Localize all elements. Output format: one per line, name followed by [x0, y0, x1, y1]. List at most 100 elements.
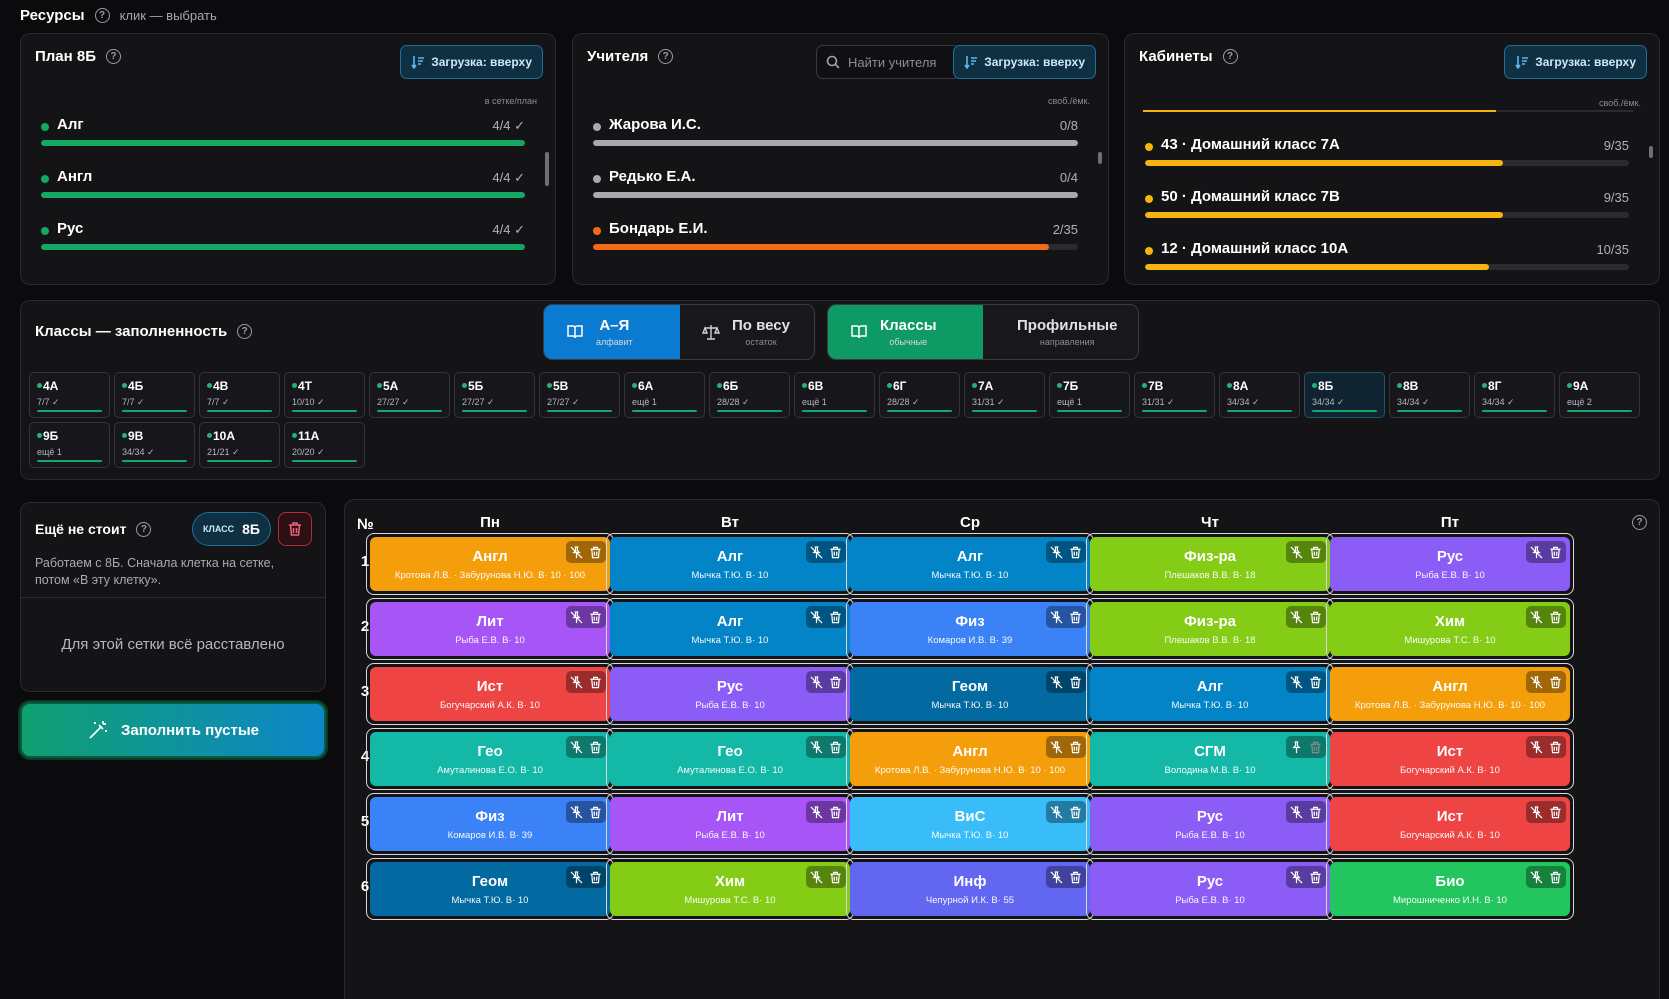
lesson-cell[interactable]: Алг Мычка Т.Ю. В· 10	[1086, 663, 1334, 725]
trash-icon[interactable]	[829, 546, 842, 559]
class-card[interactable]: 9В 34/34 ✓	[114, 422, 195, 468]
class-card[interactable]: 8В 34/34 ✓	[1389, 372, 1470, 418]
lesson-cell[interactable]: Рус Рыба Е.В. В· 10	[606, 663, 854, 725]
sort-alpha-option[interactable]: А–Я алфавит	[544, 305, 680, 359]
help-icon[interactable]: ?	[136, 521, 152, 537]
trash-icon[interactable]	[1309, 676, 1322, 689]
unpin-icon[interactable]	[1530, 610, 1543, 624]
unpin-icon[interactable]	[1050, 870, 1063, 884]
trash-icon[interactable]	[1309, 871, 1322, 884]
lesson-cell[interactable]: Физ Комаров И.В. В· 39	[366, 793, 614, 855]
trash-icon[interactable]	[589, 806, 602, 819]
plan-scrollbar[interactable]	[545, 152, 549, 186]
lesson-cell[interactable]: Алг Мычка Т.Ю. В· 10	[846, 533, 1094, 595]
lesson-cell[interactable]: Физ Комаров И.В. В· 39	[846, 598, 1094, 660]
class-card[interactable]: 7Б ещё 1	[1049, 372, 1130, 418]
unpin-icon[interactable]	[1290, 805, 1303, 819]
unpin-icon[interactable]	[1290, 675, 1303, 689]
unpin-icon[interactable]	[810, 675, 823, 689]
trash-icon[interactable]	[1069, 546, 1082, 559]
unpin-icon[interactable]	[1050, 545, 1063, 559]
lesson-cell[interactable]: Геом Мычка Т.Ю. В· 10	[846, 663, 1094, 725]
lesson-card[interactable]: Алг Мычка Т.Ю. В· 10	[1090, 667, 1330, 721]
lesson-card[interactable]: Рус Рыба Е.В. В· 10	[1330, 537, 1570, 591]
unpin-icon[interactable]	[1530, 805, 1543, 819]
class-card[interactable]: 5Б 27/27 ✓	[454, 372, 535, 418]
trash-icon[interactable]	[589, 611, 602, 624]
help-icon[interactable]: ?	[658, 49, 674, 64]
trash-icon[interactable]	[1309, 546, 1322, 559]
lesson-card[interactable]: Ист Богучарский А.К. В· 10	[1330, 732, 1570, 786]
class-card[interactable]: 6В ещё 1	[794, 372, 875, 418]
lesson-cell[interactable]: Англ Кротова Л.В. · Забурунова Н.Ю. В· 10…	[366, 533, 614, 595]
lesson-card[interactable]: Физ Комаров И.В. В· 39	[850, 602, 1090, 656]
unpin-icon[interactable]	[1050, 805, 1063, 819]
lesson-card[interactable]: Физ-ра Плешаков В.В. В· 18	[1090, 537, 1330, 591]
help-icon[interactable]: ?	[1632, 515, 1647, 530]
unpin-icon[interactable]	[810, 805, 823, 819]
trash-icon[interactable]	[1309, 611, 1322, 624]
filter-regular-option[interactable]: Классы обычные	[828, 305, 983, 359]
unpin-icon[interactable]	[810, 545, 823, 559]
lesson-card[interactable]: Гео Амуталинова Е.О. В· 10	[370, 732, 610, 786]
unpin-icon[interactable]	[570, 870, 583, 884]
unpin-icon[interactable]	[570, 675, 583, 689]
trash-icon[interactable]	[589, 871, 602, 884]
help-icon[interactable]: ?	[106, 49, 122, 64]
unpin-icon[interactable]	[1530, 870, 1543, 884]
class-card[interactable]: 10А 21/21 ✓	[199, 422, 280, 468]
lesson-card[interactable]: Лит Рыба Е.В. В· 10	[370, 602, 610, 656]
help-icon[interactable]: ?	[94, 7, 110, 23]
teacher-row[interactable]: Редько Е.А. 0/4	[591, 166, 1082, 218]
lesson-card[interactable]: Алг Мычка Т.Ю. В· 10	[610, 537, 850, 591]
sort-weight-option[interactable]: По весу остаток	[680, 305, 814, 359]
unpin-icon[interactable]	[810, 740, 823, 754]
room-row[interactable]: 50 · Домашний класс 7В 9/35	[1143, 186, 1633, 238]
lesson-card[interactable]: Физ-ра Плешаков В.В. В· 18	[1090, 602, 1330, 656]
trash-icon[interactable]	[829, 741, 842, 754]
lesson-cell[interactable]: Ист Богучарский А.К. В· 10	[1326, 728, 1574, 790]
trash-icon[interactable]	[1549, 676, 1562, 689]
trash-icon[interactable]	[829, 871, 842, 884]
lesson-card[interactable]: Алг Мычка Т.Ю. В· 10	[850, 537, 1090, 591]
help-icon[interactable]: ?	[237, 324, 253, 339]
trash-icon[interactable]	[589, 741, 602, 754]
plan-load-sort-button[interactable]: Загрузка: вверху	[400, 45, 543, 79]
clear-class-button[interactable]	[278, 512, 312, 546]
lesson-cell[interactable]: Ист Богучарский А.К. В· 10	[366, 663, 614, 725]
unpin-icon[interactable]	[1290, 545, 1303, 559]
class-card[interactable]: 8Б 34/34 ✓	[1304, 372, 1385, 418]
lesson-cell[interactable]: Рус Рыба Е.В. В· 10	[1086, 793, 1334, 855]
unpin-icon[interactable]	[570, 805, 583, 819]
lesson-card[interactable]: Геом Мычка Т.Ю. В· 10	[370, 862, 610, 916]
help-icon[interactable]: ?	[1222, 49, 1238, 64]
unpin-icon[interactable]	[810, 870, 823, 884]
lesson-card[interactable]: Ист Богучарский А.К. В· 10	[1330, 797, 1570, 851]
lesson-cell[interactable]: Био Мирошниченко И.Н. В· 10	[1326, 858, 1574, 920]
lesson-card[interactable]: Гео Амуталинова Е.О. В· 10	[610, 732, 850, 786]
teacher-search-input[interactable]: Найти учителя	[816, 45, 960, 79]
class-card[interactable]: 7В 31/31 ✓	[1134, 372, 1215, 418]
unpin-icon[interactable]	[1050, 675, 1063, 689]
class-card[interactable]: 8А 34/34 ✓	[1219, 372, 1300, 418]
class-card[interactable]: 6А ещё 1	[624, 372, 705, 418]
plan-row[interactable]: Рус 4/4 ✓	[39, 218, 529, 270]
filter-profile-option[interactable]: Профильные направления	[983, 305, 1138, 359]
trash-icon[interactable]	[1069, 611, 1082, 624]
unpin-icon[interactable]	[1530, 675, 1543, 689]
plan-row[interactable]: Алг 4/4 ✓	[39, 114, 529, 166]
lesson-cell[interactable]: Рус Рыба Е.В. В· 10	[1086, 858, 1334, 920]
trash-icon[interactable]	[1069, 806, 1082, 819]
lesson-card[interactable]: Англ Кротова Л.В. · Забурунова Н.Ю. В· 10…	[850, 732, 1090, 786]
unpin-icon[interactable]	[1050, 740, 1063, 754]
trash-icon[interactable]	[1549, 741, 1562, 754]
unpin-icon[interactable]	[1290, 610, 1303, 624]
trash-icon[interactable]	[1549, 871, 1562, 884]
trash-icon[interactable]	[1549, 806, 1562, 819]
lesson-card[interactable]: Англ Кротова Л.В. · Забурунова Н.Ю. В· 10…	[370, 537, 610, 591]
lesson-card[interactable]: Био Мирошниченко И.Н. В· 10	[1330, 862, 1570, 916]
lesson-card[interactable]: Физ Комаров И.В. В· 39	[370, 797, 610, 851]
trash-icon[interactable]	[829, 676, 842, 689]
class-card[interactable]: 4Т 10/10 ✓	[284, 372, 365, 418]
trash-icon[interactable]	[589, 676, 602, 689]
